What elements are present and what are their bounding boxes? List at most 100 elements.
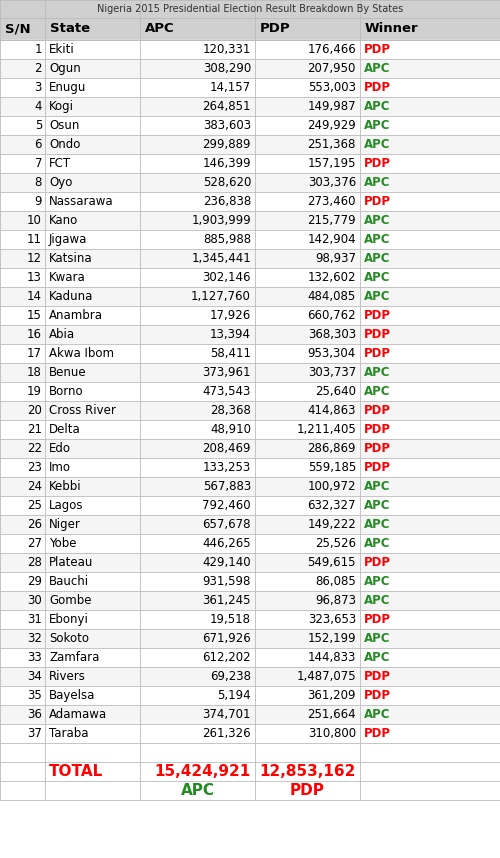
Bar (0, 173, 500, 192)
Bar (0, 192, 500, 211)
Text: Gombe: Gombe (49, 594, 92, 607)
Text: 473,543: 473,543 (202, 385, 251, 398)
Text: 660,762: 660,762 (308, 309, 356, 322)
Text: 5: 5 (34, 119, 42, 132)
Text: 1,903,999: 1,903,999 (191, 214, 251, 227)
Bar (0, 439, 500, 458)
Text: 58,411: 58,411 (210, 347, 251, 360)
Text: 273,460: 273,460 (308, 195, 356, 208)
Text: 14,157: 14,157 (210, 81, 251, 94)
Text: PDP: PDP (364, 347, 391, 360)
Bar (0, 325, 500, 344)
Text: 31: 31 (27, 613, 42, 626)
Bar (0, 116, 500, 135)
Text: APC: APC (364, 480, 390, 493)
Bar (0, 610, 500, 629)
Text: 18: 18 (27, 366, 42, 379)
Text: 37: 37 (27, 727, 42, 740)
Text: PDP: PDP (364, 442, 391, 455)
Bar (0, 572, 500, 591)
Text: 361,209: 361,209 (308, 689, 356, 702)
Text: PDP: PDP (364, 727, 391, 740)
Bar (0, 18, 500, 40)
Text: APC: APC (364, 119, 390, 132)
Text: Niger: Niger (49, 518, 81, 531)
Text: 26: 26 (27, 518, 42, 531)
Text: 14: 14 (27, 290, 42, 303)
Text: 1,127,760: 1,127,760 (191, 290, 251, 303)
Text: 34: 34 (27, 670, 42, 683)
Text: APC: APC (364, 271, 390, 284)
Text: 374,701: 374,701 (202, 708, 251, 721)
Text: 302,146: 302,146 (202, 271, 251, 284)
Text: 3: 3 (34, 81, 42, 94)
Text: APC: APC (364, 385, 390, 398)
Text: Kwara: Kwara (49, 271, 86, 284)
Text: Bauchi: Bauchi (49, 575, 89, 588)
Text: Nassarawa: Nassarawa (49, 195, 114, 208)
Text: 15: 15 (27, 309, 42, 322)
Text: 208,469: 208,469 (202, 442, 251, 455)
Text: 286,869: 286,869 (308, 442, 356, 455)
Text: Jigawa: Jigawa (49, 233, 88, 246)
Text: 19: 19 (27, 385, 42, 398)
Text: 251,368: 251,368 (308, 138, 356, 151)
Bar (0, 249, 500, 268)
Text: 528,620: 528,620 (202, 176, 251, 189)
Text: Adamawa: Adamawa (49, 708, 107, 721)
Text: Benue: Benue (49, 366, 86, 379)
Bar (0, 78, 500, 97)
Text: 261,326: 261,326 (202, 727, 251, 740)
Bar (0, 306, 500, 325)
Text: Kogi: Kogi (49, 100, 74, 113)
Text: 25,640: 25,640 (315, 385, 356, 398)
Text: 32: 32 (27, 632, 42, 645)
Bar (0, 553, 500, 572)
Bar (0, 724, 500, 743)
Text: 310,800: 310,800 (308, 727, 356, 740)
Text: APC: APC (364, 651, 390, 664)
Text: 176,466: 176,466 (307, 43, 356, 56)
Text: 133,253: 133,253 (203, 461, 251, 474)
Text: 152,199: 152,199 (308, 632, 356, 645)
Text: 236,838: 236,838 (203, 195, 251, 208)
Text: Rivers: Rivers (49, 670, 86, 683)
Text: 567,883: 567,883 (203, 480, 251, 493)
Text: 33: 33 (27, 651, 42, 664)
Text: Anambra: Anambra (49, 309, 103, 322)
Bar (0, 515, 500, 534)
Text: 632,327: 632,327 (308, 499, 356, 512)
Text: APC: APC (364, 233, 390, 246)
Text: 383,603: 383,603 (203, 119, 251, 132)
Text: 13,394: 13,394 (210, 328, 251, 341)
Text: Abia: Abia (49, 328, 75, 341)
Text: Enugu: Enugu (49, 81, 86, 94)
Text: PDP: PDP (364, 670, 391, 683)
Text: 553,003: 553,003 (308, 81, 356, 94)
Text: 25,526: 25,526 (315, 537, 356, 550)
Bar (0, 629, 500, 648)
Bar (0, 154, 500, 173)
Text: 144,833: 144,833 (308, 651, 356, 664)
Text: 30: 30 (27, 594, 42, 607)
Text: 308,290: 308,290 (203, 62, 251, 75)
Text: 17: 17 (27, 347, 42, 360)
Text: Oyo: Oyo (49, 176, 72, 189)
Text: PDP: PDP (364, 81, 391, 94)
Text: APC: APC (364, 62, 390, 75)
Text: APC: APC (364, 366, 390, 379)
Text: 132,602: 132,602 (308, 271, 356, 284)
Text: 157,195: 157,195 (308, 157, 356, 170)
Text: Imo: Imo (49, 461, 71, 474)
Text: 22: 22 (27, 442, 42, 455)
Text: 1,345,441: 1,345,441 (191, 252, 251, 265)
Bar (0, 420, 500, 439)
Text: Ebonyi: Ebonyi (49, 613, 89, 626)
Text: 142,904: 142,904 (308, 233, 356, 246)
Text: 361,245: 361,245 (202, 594, 251, 607)
Text: 48,910: 48,910 (210, 423, 251, 436)
Text: 368,303: 368,303 (308, 328, 356, 341)
Text: 792,460: 792,460 (202, 499, 251, 512)
Text: APC: APC (364, 176, 390, 189)
Text: 446,265: 446,265 (202, 537, 251, 550)
